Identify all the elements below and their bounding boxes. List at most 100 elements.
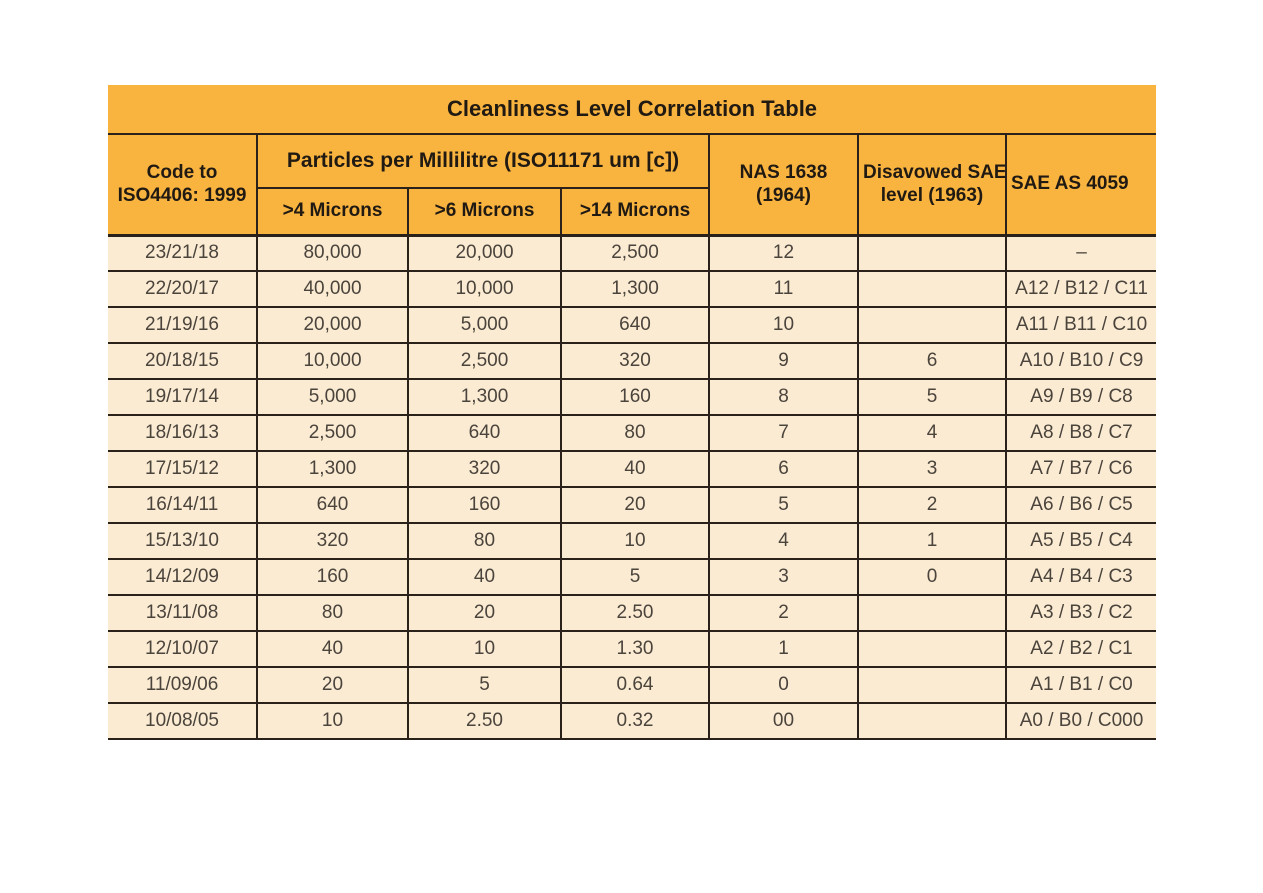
cell-sae-level: 1 — [857, 522, 1007, 560]
cell-nas-1638: 1 — [708, 630, 859, 668]
col-header-nas: NAS 1638 (1964) — [708, 133, 859, 237]
col-header-particles-group: Particles per Millilitre (ISO11171 um [c… — [256, 133, 710, 189]
col-header-disavowed-line2: level (1963) — [880, 185, 984, 207]
cell-nas-1638: 6 — [708, 450, 859, 488]
col-header-disavowed-sae: Disavowed SAE level (1963) — [857, 133, 1007, 237]
cell-particles-4um: 5,000 — [256, 378, 409, 416]
table-row: 18/16/13 2,500 640 80 7 4 A8 / B8 / C7 — [107, 414, 1158, 452]
table-row: 11/09/06 20 5 0.64 0 A1 / B1 / C0 — [107, 666, 1158, 704]
cell-sae-as-4059: A4 / B4 / C3 — [1004, 558, 1158, 596]
cell-particles-14um: 1,300 — [560, 270, 710, 308]
cell-particles-14um: 5 — [560, 558, 710, 596]
header-row-subcolumns: >4 Microns >6 Microns >14 Microns — [108, 187, 1156, 237]
col-header-sae-as-4059: SAE AS 4059 — [1004, 133, 1158, 237]
cell-particles-6um: 1,300 — [407, 378, 562, 416]
cell-iso-code: 21/19/16 — [107, 306, 258, 344]
cell-sae-as-4059: A5 / B5 / C4 — [1004, 522, 1158, 560]
col-header-iso-line2: ISO4406: 1999 — [117, 185, 247, 207]
cell-particles-14um: 40 — [560, 450, 710, 488]
cell-sae-as-4059: – — [1004, 234, 1158, 272]
table-row: 23/21/18 80,000 20,000 2,500 12 – — [107, 234, 1158, 272]
cell-particles-14um: 640 — [560, 306, 710, 344]
table-row: 14/12/09 160 40 5 3 0 A4 / B4 / C3 — [107, 558, 1158, 596]
cell-particles-4um: 80,000 — [256, 234, 409, 272]
cell-iso-code: 12/10/07 — [107, 630, 258, 668]
cell-iso-code: 22/20/17 — [107, 270, 258, 308]
cell-particles-6um: 640 — [407, 414, 562, 452]
cell-particles-6um: 320 — [407, 450, 562, 488]
cell-particles-6um: 10 — [407, 630, 562, 668]
cell-sae-level: 3 — [857, 450, 1007, 488]
cell-particles-14um: 320 — [560, 342, 710, 380]
cell-sae-level: 4 — [857, 414, 1007, 452]
table-title-row: Cleanliness Level Correlation Table — [106, 84, 1158, 135]
cell-sae-level — [857, 630, 1007, 668]
cell-nas-1638: 11 — [708, 270, 859, 308]
cell-particles-4um: 20 — [256, 666, 409, 704]
table-row: 15/13/10 320 80 10 4 1 A5 / B5 / C4 — [107, 522, 1158, 560]
cell-particles-4um: 2,500 — [256, 414, 409, 452]
cell-sae-level — [857, 306, 1007, 344]
table-row: 19/17/14 5,000 1,300 160 8 5 A9 / B9 / C… — [107, 378, 1158, 416]
cell-iso-code: 11/09/06 — [107, 666, 258, 704]
cell-particles-6um: 5,000 — [407, 306, 562, 344]
cell-nas-1638: 5 — [708, 486, 859, 524]
cell-particles-4um: 10,000 — [256, 342, 409, 380]
cell-sae-as-4059: A12 / B12 / C11 — [1004, 270, 1158, 308]
cell-particles-4um: 10 — [256, 702, 409, 740]
cell-nas-1638: 0 — [708, 666, 859, 704]
cell-particles-14um: 10 — [560, 522, 710, 560]
cell-sae-as-4059: A10 / B10 / C9 — [1004, 342, 1158, 380]
col-header-nas-line1: NAS 1638 — [739, 162, 828, 184]
cell-iso-code: 14/12/09 — [107, 558, 258, 596]
cell-sae-level — [857, 702, 1007, 740]
cell-sae-level: 6 — [857, 342, 1007, 380]
cell-iso-code: 20/18/15 — [107, 342, 258, 380]
cell-particles-6um: 20 — [407, 594, 562, 632]
cell-sae-as-4059: A2 / B2 / C1 — [1004, 630, 1158, 668]
table-row: 20/18/15 10,000 2,500 320 9 6 A10 / B10 … — [107, 342, 1158, 380]
cell-particles-14um: 0.64 — [560, 666, 710, 704]
cell-nas-1638: 3 — [708, 558, 859, 596]
col-header-nas-line2: (1964) — [756, 185, 811, 207]
table-row: 12/10/07 40 10 1.30 1 A2 / B2 / C1 — [107, 630, 1158, 668]
cell-nas-1638: 10 — [708, 306, 859, 344]
cell-particles-14um: 80 — [560, 414, 710, 452]
cell-particles-4um: 160 — [256, 558, 409, 596]
col-header-14-microns: >14 Microns — [560, 187, 710, 237]
cell-iso-code: 18/16/13 — [107, 414, 258, 452]
cell-sae-as-4059: A7 / B7 / C6 — [1004, 450, 1158, 488]
col-header-6-microns: >6 Microns — [407, 187, 562, 237]
table-row: 22/20/17 40,000 10,000 1,300 11 A12 / B1… — [107, 270, 1158, 308]
col-header-iso-code: Code to ISO4406: 1999 — [107, 133, 258, 237]
header-row-groups: Code to ISO4406: 1999 Particles per Mill… — [107, 133, 1158, 237]
cell-particles-4um: 320 — [256, 522, 409, 560]
cell-particles-6um: 2.50 — [407, 702, 562, 740]
cell-sae-level — [857, 594, 1007, 632]
table-row: 13/11/08 80 20 2.50 2 A3 / B3 / C2 — [107, 594, 1158, 632]
cell-nas-1638: 4 — [708, 522, 859, 560]
cell-iso-code: 23/21/18 — [107, 234, 258, 272]
cell-sae-level — [857, 270, 1007, 308]
cell-particles-14um: 1.30 — [560, 630, 710, 668]
cell-particles-6um: 10,000 — [407, 270, 562, 308]
cell-sae-as-4059: A11 / B11 / C10 — [1004, 306, 1158, 344]
cell-iso-code: 19/17/14 — [107, 378, 258, 416]
cell-particles-14um: 2.50 — [560, 594, 710, 632]
cell-sae-as-4059: A6 / B6 / C5 — [1004, 486, 1158, 524]
table-row: 10/08/05 10 2.50 0.32 00 A0 / B0 / C000 — [107, 702, 1158, 740]
cell-iso-code: 15/13/10 — [107, 522, 258, 560]
cell-sae-level — [857, 666, 1007, 704]
table-row: 17/15/12 1,300 320 40 6 3 A7 / B7 / C6 — [107, 450, 1158, 488]
cell-nas-1638: 2 — [708, 594, 859, 632]
cell-particles-6um: 160 — [407, 486, 562, 524]
cleanliness-correlation-table: Cleanliness Level Correlation Table Code… — [106, 84, 1158, 740]
cell-particles-4um: 640 — [256, 486, 409, 524]
table-row: 21/19/16 20,000 5,000 640 10 A11 / B11 /… — [107, 306, 1158, 344]
page-title: Cleanliness Level Correlation Table — [106, 84, 1158, 135]
cell-particles-14um: 20 — [560, 486, 710, 524]
cell-nas-1638: 12 — [708, 234, 859, 272]
cell-iso-code: 16/14/11 — [107, 486, 258, 524]
cell-particles-14um: 2,500 — [560, 234, 710, 272]
table-row: 16/14/11 640 160 20 5 2 A6 / B6 / C5 — [107, 486, 1158, 524]
